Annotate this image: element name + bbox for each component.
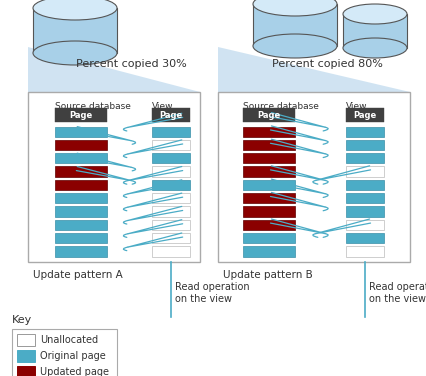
Ellipse shape xyxy=(342,38,406,58)
Text: Update pattern A: Update pattern A xyxy=(33,270,122,280)
Bar xyxy=(242,153,294,164)
Bar xyxy=(345,246,383,256)
Text: Unallocated: Unallocated xyxy=(40,335,98,345)
Ellipse shape xyxy=(33,0,117,20)
Bar xyxy=(28,92,199,262)
Text: Source database: Source database xyxy=(242,102,318,111)
Text: Read operation
on the view: Read operation on the view xyxy=(175,282,249,303)
Text: Page: Page xyxy=(257,111,280,120)
Bar xyxy=(253,4,336,46)
Ellipse shape xyxy=(33,41,117,65)
Bar xyxy=(55,193,107,203)
Bar xyxy=(55,246,107,256)
Text: Percent copied 30%: Percent copied 30% xyxy=(76,59,187,69)
Bar xyxy=(242,193,294,203)
Bar xyxy=(242,206,294,217)
Bar xyxy=(218,92,409,262)
Bar xyxy=(152,220,190,230)
Bar xyxy=(152,246,190,256)
Bar xyxy=(152,180,190,190)
Bar xyxy=(55,233,107,243)
Bar xyxy=(345,206,383,217)
Bar xyxy=(152,206,190,217)
Text: Update pattern B: Update pattern B xyxy=(222,270,312,280)
Bar xyxy=(242,233,294,243)
Bar xyxy=(345,126,383,137)
Text: Page: Page xyxy=(159,111,182,120)
Bar xyxy=(242,140,294,150)
Bar xyxy=(152,153,190,164)
Text: Key: Key xyxy=(12,315,32,325)
Text: View: View xyxy=(345,102,367,111)
Bar xyxy=(12,329,117,376)
Text: Page: Page xyxy=(69,111,92,120)
Text: Read operation
on the view: Read operation on the view xyxy=(368,282,426,303)
Bar xyxy=(152,193,190,203)
Bar xyxy=(345,193,383,203)
Bar xyxy=(152,233,190,243)
Bar xyxy=(152,108,190,122)
Bar xyxy=(33,8,117,53)
Text: View: View xyxy=(152,102,173,111)
Bar xyxy=(152,167,190,177)
Bar xyxy=(345,220,383,230)
Bar xyxy=(345,233,383,243)
Bar xyxy=(17,366,35,376)
Ellipse shape xyxy=(253,0,336,16)
Text: Updated page: Updated page xyxy=(40,367,109,376)
Bar xyxy=(345,153,383,164)
Bar xyxy=(345,140,383,150)
Bar xyxy=(152,140,190,150)
Bar xyxy=(242,108,294,122)
Text: Original page: Original page xyxy=(40,351,106,361)
Bar xyxy=(345,180,383,190)
Polygon shape xyxy=(218,47,409,92)
Ellipse shape xyxy=(342,4,406,24)
Bar xyxy=(345,108,383,122)
Bar xyxy=(242,246,294,256)
Text: Percent copied 80%: Percent copied 80% xyxy=(271,59,382,69)
Bar xyxy=(55,206,107,217)
Bar xyxy=(55,126,107,137)
Bar xyxy=(55,167,107,177)
Bar xyxy=(345,167,383,177)
Bar xyxy=(55,140,107,150)
Bar xyxy=(17,350,35,362)
Bar xyxy=(55,108,107,122)
Bar xyxy=(152,126,190,137)
Bar xyxy=(242,126,294,137)
Bar xyxy=(55,153,107,164)
Text: Source database: Source database xyxy=(55,102,130,111)
Polygon shape xyxy=(28,47,199,92)
Bar xyxy=(242,180,294,190)
Text: Page: Page xyxy=(353,111,376,120)
Bar xyxy=(55,180,107,190)
Bar xyxy=(242,220,294,230)
Ellipse shape xyxy=(253,34,336,58)
Bar xyxy=(242,167,294,177)
Bar xyxy=(55,220,107,230)
Bar xyxy=(17,334,35,346)
Bar xyxy=(342,14,406,48)
